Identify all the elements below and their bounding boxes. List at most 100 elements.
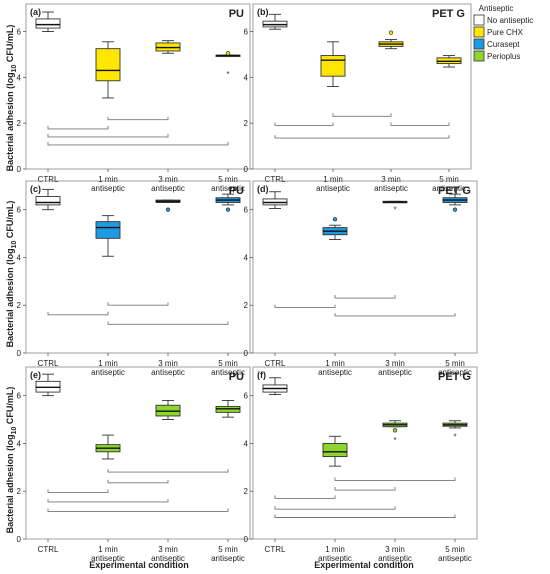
significance-bracket: [107, 469, 229, 473]
x-tick-label-5-min: 5 min: [445, 545, 465, 554]
y-tick-label-2: 2: [244, 487, 249, 496]
significance-bracket: [274, 304, 336, 309]
x-tick-label-antiseptic: antiseptic: [432, 184, 466, 193]
outlier-point: [388, 30, 394, 35]
panel-letter: (f): [257, 370, 266, 380]
y-tick-label-4: 4: [17, 253, 22, 262]
panel-title: PU: [229, 8, 244, 20]
legend-entry-curasept: Curasept: [487, 40, 520, 49]
x-tick-label-antiseptic: antiseptic: [318, 554, 352, 563]
y-tick-label-0: 0: [244, 349, 249, 358]
y-axis-label-row-2: Bacterial adhesion (log10 CFU/mL): [5, 201, 18, 348]
box-iqr: [322, 442, 348, 458]
significance-bracket: [47, 133, 169, 138]
y-tick-label-4: 4: [17, 73, 22, 82]
y-tick-label-4: 4: [244, 439, 249, 448]
x-tick-label-antiseptic: antiseptic: [91, 554, 125, 563]
significance-bracket: [334, 477, 456, 481]
x-tick-label-antiseptic: antiseptic: [378, 368, 412, 377]
significance-bracket: [47, 489, 109, 493]
y-tick-label-2: 2: [17, 119, 22, 128]
x-tick-label-antiseptic: antiseptic: [438, 368, 472, 377]
outlier-point: [225, 51, 231, 56]
extreme-outlier: *: [393, 436, 396, 445]
plot-frame: [25, 3, 251, 170]
significance-bracket: [274, 514, 456, 518]
y-axis-label-row-3: Bacterial adhesion (log10 CFU/mL): [5, 387, 18, 534]
y-tick-label-6: 6: [244, 206, 249, 215]
x-tick-label-1-min: 1 min: [98, 545, 118, 554]
significance-bracket: [274, 122, 334, 126]
x-tick-label-3-min: 3 min: [158, 545, 178, 554]
panel-title: PET G: [438, 185, 471, 197]
significance-bracket: [390, 122, 450, 126]
y-tick-label-0: 0: [17, 349, 22, 358]
x-tick-label-ctrl: CTRL: [38, 359, 59, 368]
significance-bracket: [274, 495, 336, 499]
legend-swatch-pure-chx: [473, 26, 485, 38]
x-tick-label-1-min: 1 min: [323, 175, 343, 184]
panel-letter: (c): [30, 184, 41, 194]
y-tick-label-2: 2: [244, 301, 249, 310]
box-iqr: [95, 221, 121, 239]
plot-frame: [252, 180, 478, 354]
x-tick-label-ctrl: CTRL: [38, 175, 59, 184]
y-axis-label-row-1: Bacterial adhesion (log10 CFU/mL): [5, 25, 18, 172]
x-tick-label-antiseptic: antiseptic: [374, 184, 408, 193]
x-tick-label-3-min: 3 min: [385, 359, 405, 368]
outlier-point: [225, 207, 231, 212]
significance-bracket: [334, 312, 456, 317]
x-tick-label-3-min: 3 min: [385, 545, 405, 554]
box-iqr: [35, 196, 61, 206]
y-tick-label-0: 0: [17, 535, 22, 544]
significance-bracket: [47, 125, 109, 130]
y-tick-label-2: 2: [17, 301, 22, 310]
outlier-point: [165, 207, 171, 212]
panel-letter: (d): [257, 184, 269, 194]
y-tick-label-6: 6: [17, 28, 22, 37]
x-tick-label-5-min: 5 min: [445, 359, 465, 368]
legend-entry-pure-chx: Pure CHX: [487, 28, 524, 37]
significance-bracket: [334, 295, 396, 299]
y-tick-label-4: 4: [244, 253, 249, 262]
plot-frame: [252, 366, 478, 540]
x-tick-label-antiseptic: antiseptic: [91, 184, 125, 193]
significance-bracket: [47, 498, 169, 503]
x-tick-label-antiseptic: antiseptic: [151, 554, 185, 563]
x-tick-label-ctrl: CTRL: [38, 545, 59, 554]
x-tick-label-5-min: 5 min: [218, 359, 238, 368]
legend: Antiseptic No antiseptic Pure CHX Curase…: [473, 4, 533, 62]
plot-frame: [252, 3, 472, 170]
significance-bracket: [332, 113, 392, 117]
panel-letter: (a): [30, 7, 41, 17]
x-tick-label-antiseptic: antiseptic: [151, 184, 185, 193]
panel-letter: (e): [30, 370, 41, 380]
panel-title: PU: [229, 185, 244, 197]
panel-c: 0 2 4 6 (c) PU CTRL 1 min antiseptic 3 min antisep…: [17, 180, 251, 377]
x-axis-label-right: Experimental condition: [314, 560, 414, 570]
x-tick-label-1-min: 1 min: [98, 359, 118, 368]
x-tick-label-3-min: 3 min: [381, 175, 401, 184]
x-tick-label-ctrl: CTRL: [265, 175, 286, 184]
y-tick-label-6: 6: [244, 392, 249, 401]
outlier-point: [392, 428, 398, 433]
significance-bracket: [47, 311, 109, 316]
y-tick-label-6: 6: [17, 206, 22, 215]
y-tick-label-6: 6: [244, 28, 249, 37]
y-tick-label-0: 0: [244, 165, 249, 174]
significance-bracket: [107, 302, 169, 306]
x-tick-label-1-min: 1 min: [325, 545, 345, 554]
legend-swatch-curasept: [473, 38, 485, 50]
outlier-point: [332, 217, 338, 222]
significance-bracket: [107, 321, 229, 325]
outlier-point: [452, 207, 458, 212]
legend-entry-perioplus: Perioplus: [487, 52, 520, 61]
x-tick-label-5-min: 5 min: [218, 175, 238, 184]
x-tick-label-5-min: 5 min: [218, 545, 238, 554]
extreme-outlier: *: [226, 70, 229, 79]
x-tick-label-3-min: 3 min: [158, 359, 178, 368]
plot-frame: [25, 366, 251, 540]
significance-bracket: [107, 479, 169, 484]
